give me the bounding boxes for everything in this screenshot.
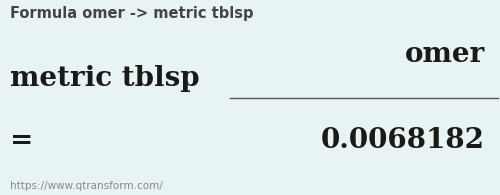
Text: metric tblsp: metric tblsp: [10, 65, 200, 91]
Text: Formula omer -> metric tblsp: Formula omer -> metric tblsp: [10, 6, 254, 21]
Text: =: =: [10, 127, 34, 154]
Text: omer: omer: [405, 41, 485, 68]
Text: https://www.qtransform.com/: https://www.qtransform.com/: [10, 181, 163, 191]
Text: 0.0068182: 0.0068182: [321, 127, 485, 154]
